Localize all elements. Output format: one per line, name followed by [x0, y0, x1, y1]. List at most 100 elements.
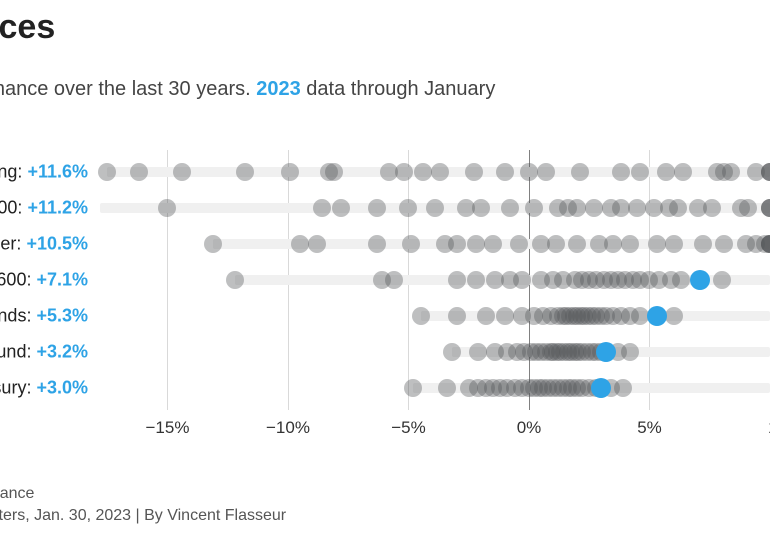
chart-title: e races: [0, 8, 55, 47]
row-nasdaq-100: aq 100: +11.2%: [0, 190, 770, 226]
highlight-point: [596, 342, 616, 362]
data-point: [472, 199, 490, 217]
data-point: [674, 163, 692, 181]
data-point: [713, 271, 731, 289]
row-label: te bonds: +5.3%: [0, 306, 88, 327]
data-point: [281, 163, 299, 181]
data-point: [368, 199, 386, 217]
data-point: [404, 379, 422, 397]
data-point: [628, 199, 646, 217]
data-point: [204, 235, 222, 253]
data-point: [236, 163, 254, 181]
data-point: [368, 235, 386, 253]
highlight-point: [690, 270, 710, 290]
data-point: [669, 199, 687, 217]
data-point: [448, 235, 466, 253]
data-point: [98, 163, 116, 181]
data-point: [308, 235, 326, 253]
data-point: [571, 163, 589, 181]
data-point: [568, 199, 586, 217]
data-point: [665, 235, 683, 253]
data-point: [291, 235, 309, 253]
data-point: [568, 235, 586, 253]
x-tick-label: −15%: [145, 418, 189, 438]
row-corporate-bonds: te bonds: +5.3%: [0, 298, 770, 334]
subtitle-suffix: data through January: [301, 78, 496, 100]
data-point: [761, 163, 770, 181]
x-tick-label: −10%: [266, 418, 310, 438]
data-point: [313, 199, 331, 217]
data-point: [469, 343, 487, 361]
dot-strip-chart: −15%−10%−5%0%5%1g Seng: +11.6%aq 100: +1…: [0, 150, 770, 460]
footnote-line-1: cy price performance: [0, 485, 34, 503]
data-point: [395, 163, 413, 181]
row-hang-seng: g Seng: +11.6%: [0, 154, 770, 190]
data-point: [665, 307, 683, 325]
data-point: [614, 379, 632, 397]
data-point: [722, 163, 740, 181]
highlight-point: [591, 378, 611, 398]
data-point: [399, 199, 417, 217]
data-point: [496, 163, 514, 181]
data-point: [332, 199, 350, 217]
row-europe-600: rope 600: +7.1%: [0, 262, 770, 298]
data-point: [672, 271, 690, 289]
data-point: [513, 271, 531, 289]
data-point: [612, 199, 630, 217]
row-label: g Seng: +11.6%: [0, 162, 88, 183]
row-label: ear bund: +3.2%: [0, 342, 88, 363]
data-point: [585, 199, 603, 217]
row-label: aq 100: +11.2%: [0, 198, 88, 219]
row-label: Copper: +10.5%: [0, 234, 88, 255]
data-point: [648, 235, 666, 253]
chart-subtitle: ' January performance over the last 30 y…: [0, 78, 495, 101]
row-treasury: Treasury: +3.0%: [0, 370, 770, 406]
data-point: [525, 199, 543, 217]
data-point: [402, 235, 420, 253]
data-point: [158, 199, 176, 217]
data-point: [448, 271, 466, 289]
data-point: [739, 199, 757, 217]
data-point: [510, 235, 528, 253]
data-point: [694, 235, 712, 253]
row-ten-year-bund: ear bund: +3.2%: [0, 334, 770, 370]
data-point: [325, 163, 343, 181]
data-point: [467, 235, 485, 253]
data-point: [431, 163, 449, 181]
x-tick-label: 5%: [637, 418, 662, 438]
data-point: [414, 163, 432, 181]
data-point: [537, 163, 555, 181]
data-point: [443, 343, 461, 361]
data-point: [631, 163, 649, 181]
data-point: [426, 199, 444, 217]
data-point: [496, 307, 514, 325]
subtitle-highlight: 2023: [256, 78, 301, 100]
row-label: Treasury: +3.0%: [0, 378, 88, 399]
data-point: [621, 235, 639, 253]
data-point: [130, 163, 148, 181]
data-point: [604, 235, 622, 253]
x-tick-label: 0%: [517, 418, 542, 438]
data-point: [612, 163, 630, 181]
data-point: [715, 235, 733, 253]
data-point: [412, 307, 430, 325]
data-point: [467, 271, 485, 289]
x-tick-label: −5%: [391, 418, 426, 438]
data-point: [761, 199, 770, 217]
data-point: [621, 343, 639, 361]
data-point: [173, 163, 191, 181]
data-point: [484, 235, 502, 253]
footnote-line-2: atastream | Reuters, Jan. 30, 2023 | By …: [0, 507, 286, 525]
data-point: [657, 163, 675, 181]
subtitle-prefix: ' January performance over the last 30 y…: [0, 78, 256, 100]
row-copper: Copper: +10.5%: [0, 226, 770, 262]
data-point: [465, 163, 483, 181]
data-point: [703, 199, 721, 217]
data-point: [385, 271, 403, 289]
highlight-point: [647, 306, 667, 326]
data-point: [448, 307, 466, 325]
data-point: [547, 235, 565, 253]
data-point: [438, 379, 456, 397]
row-label: rope 600: +7.1%: [0, 270, 88, 291]
data-point: [520, 163, 538, 181]
